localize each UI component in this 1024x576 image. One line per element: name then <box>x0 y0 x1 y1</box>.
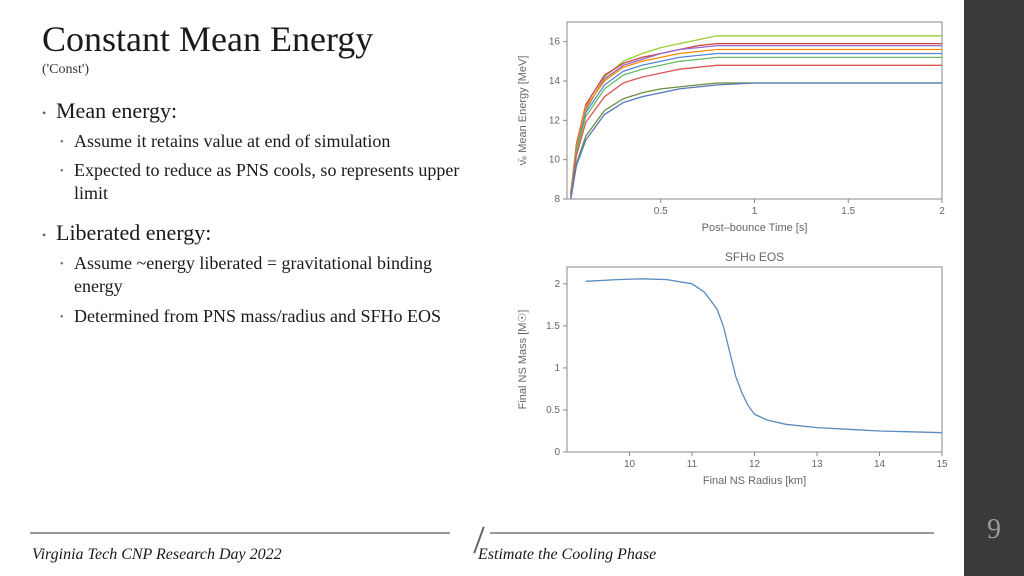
svg-text:0.5: 0.5 <box>654 206 668 217</box>
svg-text:11: 11 <box>687 459 698 470</box>
footer-right: Estimate the Cooling Phase <box>478 546 656 564</box>
bullet-item: Liberated energy: <box>42 220 482 246</box>
svg-text:14: 14 <box>874 459 886 470</box>
bullet-item: Assume ~energy liberated = gravitational… <box>42 252 482 299</box>
svg-text:Final NS Radius [km]: Final NS Radius [km] <box>703 475 806 487</box>
svg-text:1: 1 <box>752 206 758 217</box>
svg-text:12: 12 <box>549 115 561 126</box>
bullet-item: Mean energy: <box>42 98 482 124</box>
svg-text:2: 2 <box>554 279 560 290</box>
mean-energy-chart: 0.5 1 1.5 2 8 10 12 14 16 Post–bounce Time [s] ν̄ₑ… <box>512 12 952 237</box>
bullet-item: Determined from PNS mass/radius and SFHo… <box>42 305 482 328</box>
svg-text:ν̄ₑ Mean Energy [MeV]: ν̄ₑ Mean Energy [MeV] <box>517 56 529 166</box>
svg-text:SFHo EOS: SFHo EOS <box>725 250 784 264</box>
ns-mass-radius-chart: 10 11 12 13 14 15 0 0.5 1 1.5 2 Final NS Radius [km… <box>512 245 952 490</box>
page-number: 9 <box>987 514 1001 546</box>
footer: Virginia Tech CNP Research Day 2022 Esti… <box>0 524 964 576</box>
svg-text:Post–bounce Time [s]: Post–bounce Time [s] <box>702 222 808 234</box>
svg-text:1.5: 1.5 <box>546 321 560 332</box>
svg-text:0.5: 0.5 <box>546 405 560 416</box>
svg-text:8: 8 <box>554 194 560 205</box>
bullet-item: Assume it retains value at end of simula… <box>42 130 482 153</box>
footer-left: Virginia Tech CNP Research Day 2022 <box>32 546 282 564</box>
page-number-bar: 9 <box>964 0 1024 576</box>
bullet-item: Expected to reduce as PNS cools, so repr… <box>42 159 482 206</box>
svg-text:10: 10 <box>549 155 561 166</box>
bullet-list: Mean energy: Assume it retains value at e… <box>42 98 482 328</box>
svg-text:Final NS Mass [M☉]: Final NS Mass [M☉] <box>517 310 529 410</box>
svg-text:1.5: 1.5 <box>841 206 855 217</box>
svg-text:13: 13 <box>811 459 823 470</box>
svg-text:12: 12 <box>749 459 761 470</box>
svg-text:15: 15 <box>936 459 948 470</box>
svg-text:14: 14 <box>549 76 561 87</box>
svg-text:1: 1 <box>554 363 560 374</box>
svg-text:0: 0 <box>554 447 560 458</box>
svg-text:10: 10 <box>624 459 636 470</box>
svg-text:16: 16 <box>549 37 561 48</box>
svg-text:2: 2 <box>939 206 945 217</box>
